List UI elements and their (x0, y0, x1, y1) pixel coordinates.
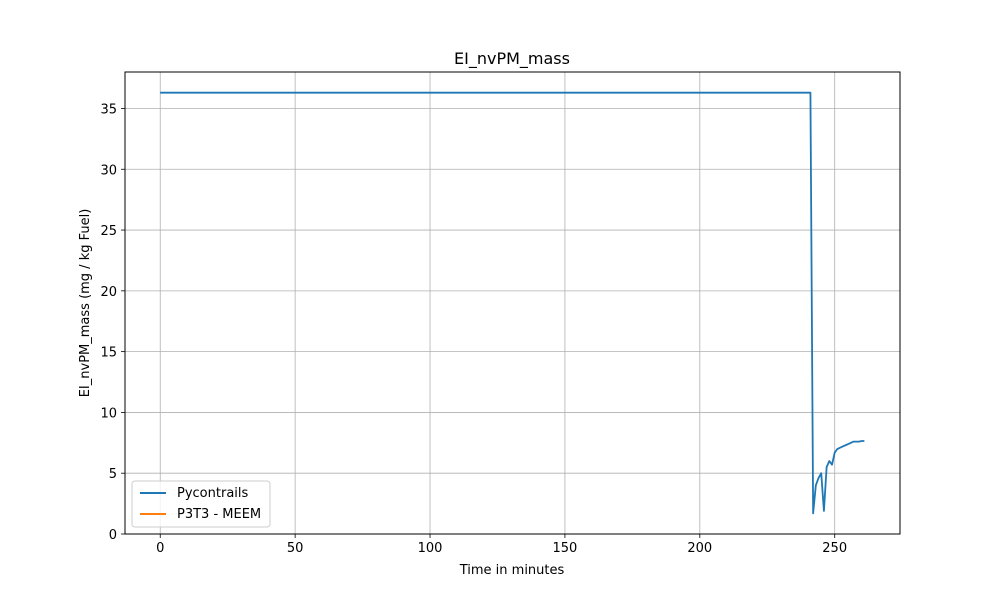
y-tick-label: 0 (109, 528, 117, 543)
grid (125, 72, 900, 535)
y-tick-label: 5 (109, 467, 117, 482)
x-tick-label: 200 (687, 541, 712, 556)
legend: Pycontrails P3T3 - MEEM (131, 480, 271, 528)
chart-title: EI_nvPM_mass (454, 49, 570, 69)
x-tick-label: 150 (553, 541, 578, 556)
x-axis-label: Time in minutes (459, 563, 565, 578)
y-tick-label: 20 (100, 285, 117, 300)
y-tick-label: 25 (100, 224, 117, 239)
legend-box (131, 480, 271, 528)
ticks: 0 50 100 150 200 250 0 5 10 15 20 25 30 35 (100, 102, 847, 556)
series-line-pycontrails (160, 91, 865, 515)
y-tick-label: 35 (100, 102, 117, 117)
x-tick-label: 0 (156, 541, 164, 556)
y-axis-label: EI_nvPM_mass (mg / kg Fuel) (78, 209, 93, 398)
y-tick-label: 30 (100, 163, 117, 178)
y-tick-label: 10 (100, 406, 117, 421)
x-tick-label: 250 (822, 541, 847, 556)
x-tick-label: 100 (418, 541, 443, 556)
plot-frame (124, 71, 901, 535)
x-tick-label: 50 (287, 541, 304, 556)
y-tick-label: 15 (100, 346, 117, 361)
legend-label-pycontrails: Pycontrails (177, 486, 249, 501)
series-layer (160, 91, 865, 515)
legend-label-p3t3-meem: P3T3 - MEEM (177, 507, 261, 522)
